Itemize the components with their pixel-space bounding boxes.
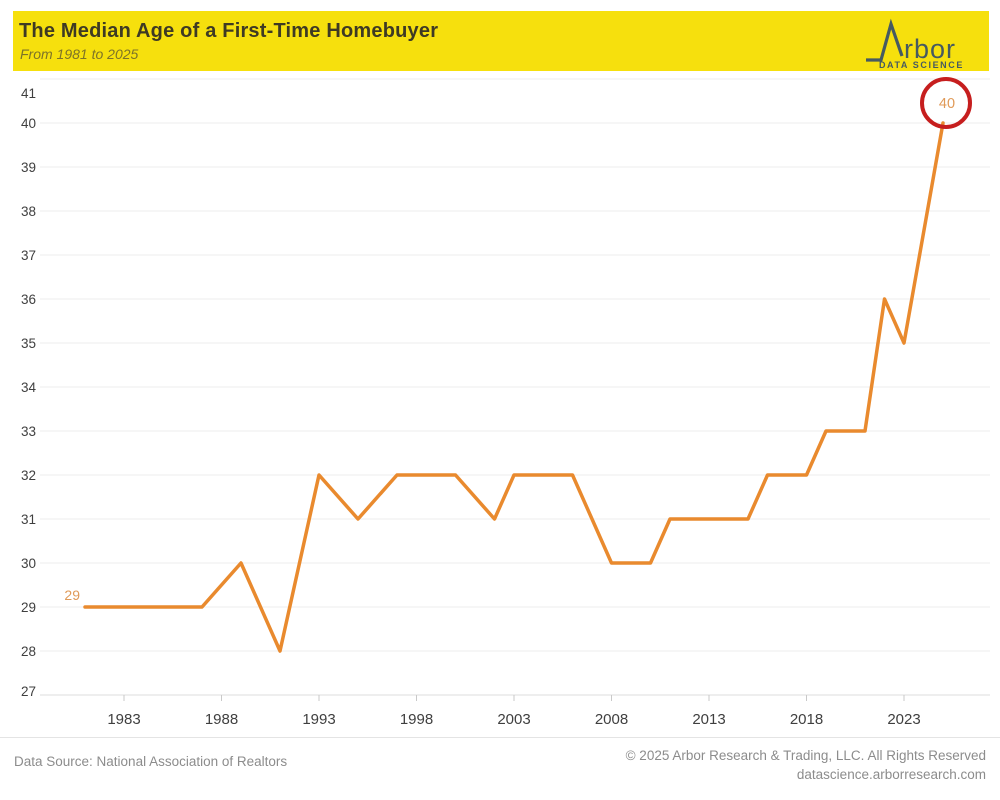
arbor-data-science-logo: rbor DATA SCIENCE [866,18,964,70]
y-axis-tick-label: 32 [21,468,36,483]
x-axis-tick-label: 2018 [790,711,823,728]
y-axis-tick-label: 37 [21,248,36,263]
data-source-note: Data Source: National Association of Rea… [14,754,288,769]
x-axis-tick-label: 2008 [595,711,628,728]
first-point-label: 29 [64,587,80,603]
page-subtitle: From 1981 to 2025 [20,46,139,62]
x-axis-tick-label: 1983 [107,711,140,728]
y-axis-tick-label: 27 [21,684,36,699]
x-axis-tick-label: 1988 [205,711,238,728]
logo-brand-text: rbor [904,34,956,64]
y-axis-tick-label: 31 [21,512,36,527]
y-axis-tick-label: 36 [21,292,36,307]
y-axis-tick-label: 41 [21,86,36,101]
footer-attribution: © 2025 Arbor Research & Trading, LLC. Al… [626,746,986,784]
y-axis-tick-label: 40 [21,116,36,131]
header-banner: The Median Age of a First-Time Homebuyer… [13,11,989,71]
y-axis-tick-label: 35 [21,336,36,351]
footer-divider [0,737,1000,738]
y-axis-tick-label: 28 [21,644,36,659]
last-point-label: 40 [939,96,955,112]
x-axis-tick-label: 2013 [692,711,725,728]
y-axis-tick-label: 39 [21,160,36,175]
website-link[interactable]: datascience.arborresearch.com [796,767,986,782]
x-axis-tick-label: 2003 [497,711,530,728]
y-axis-tick-label: 29 [21,600,36,615]
highlight-circle [920,77,972,129]
logo-mountain-line-icon [866,18,904,62]
y-axis-tick-label: 34 [21,380,37,395]
y-axis-tick-label: 38 [21,204,36,219]
median-age-line [83,121,945,653]
line-chart[interactable]: 27 28 29 30 31 32 33 34 35 36 37 38 39 40 41 1983 1988 19… [0,0,1000,745]
x-axis-tick-label: 1998 [400,711,433,728]
page-title: The Median Age of a First-Time Homebuyer [19,20,439,42]
y-axis-tick-label: 33 [21,424,36,439]
x-axis-tick-label: 1993 [302,711,335,728]
logo-tagline: DATA SCIENCE [879,60,964,70]
y-axis-tick-label: 30 [21,556,36,571]
copyright-note: © 2025 Arbor Research & Trading, LLC. Al… [625,748,986,763]
x-axis-tick-label: 2023 [887,711,920,728]
